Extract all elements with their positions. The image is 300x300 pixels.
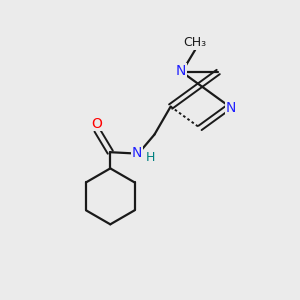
Text: N: N <box>176 64 186 78</box>
Text: N: N <box>132 146 142 160</box>
Text: O: O <box>91 117 102 130</box>
Text: CH₃: CH₃ <box>184 36 207 49</box>
Text: N: N <box>226 101 236 115</box>
Text: H: H <box>146 151 155 164</box>
